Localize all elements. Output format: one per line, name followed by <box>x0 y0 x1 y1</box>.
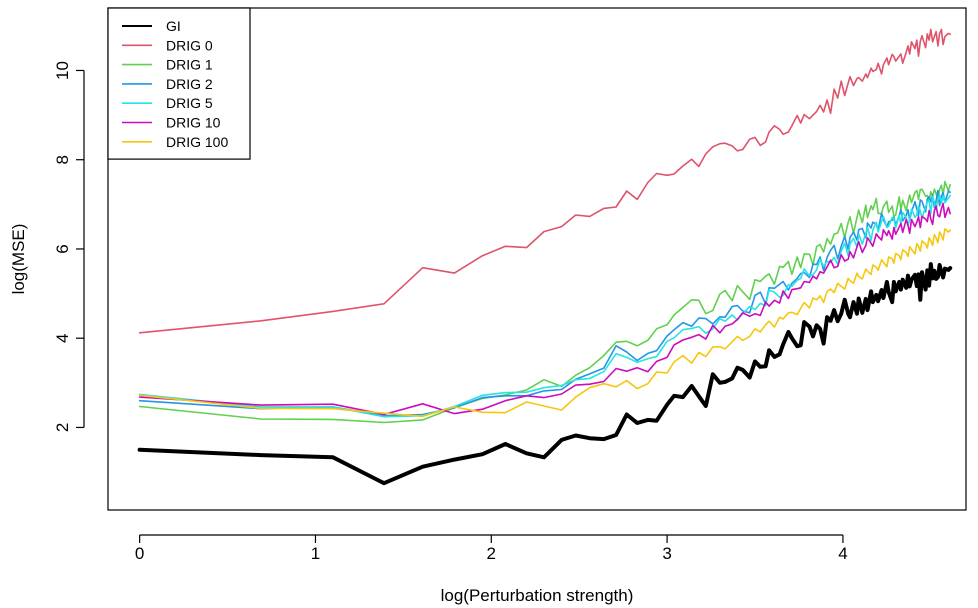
x-axis-title: log(Perturbation strength) <box>441 586 634 605</box>
x-tick-label: 4 <box>838 544 847 563</box>
axis-layer: 0 1 2 3 4 2 4 6 8 10 <box>53 61 848 563</box>
legend-entry: DRIG 5 <box>166 95 213 111</box>
y-tick-label: 4 <box>53 333 72 342</box>
series-line-drig-2 <box>138 189 952 417</box>
legend-entry: DRIG 10 <box>166 115 221 131</box>
y-tick-label: 6 <box>53 244 72 253</box>
x-tick-label: 1 <box>311 544 320 563</box>
y-tick-label: 8 <box>53 155 72 164</box>
series-line-drig-5 <box>138 194 952 418</box>
legend-entry: GI <box>166 18 181 34</box>
series-line-drig-100 <box>138 228 952 418</box>
series-line-drig-1 <box>138 180 952 424</box>
x-tick-label: 3 <box>662 544 671 563</box>
series-line-drig-10 <box>138 202 952 416</box>
legend-entry: DRIG 0 <box>166 37 213 53</box>
legend-entry: DRIG 2 <box>166 76 213 92</box>
legend-entry: DRIG 1 <box>166 57 213 73</box>
x-tick-label: 0 <box>135 544 144 563</box>
series-line-gi <box>137 262 953 486</box>
y-tick-label: 2 <box>53 423 72 432</box>
x-tick-label: 2 <box>487 544 496 563</box>
plot-frame <box>107 7 967 511</box>
series-layer <box>137 28 953 486</box>
y-axis-title: log(MSE) <box>9 224 28 295</box>
legend: GI DRIG 0 DRIG 1 DRIG 2 DRIG 5 DRIG 10 DRIG 10… <box>107 7 251 160</box>
series-line-drig-0 <box>138 28 952 334</box>
y-tick-label: 10 <box>53 61 72 80</box>
legend-entry: DRIG 100 <box>166 134 228 150</box>
